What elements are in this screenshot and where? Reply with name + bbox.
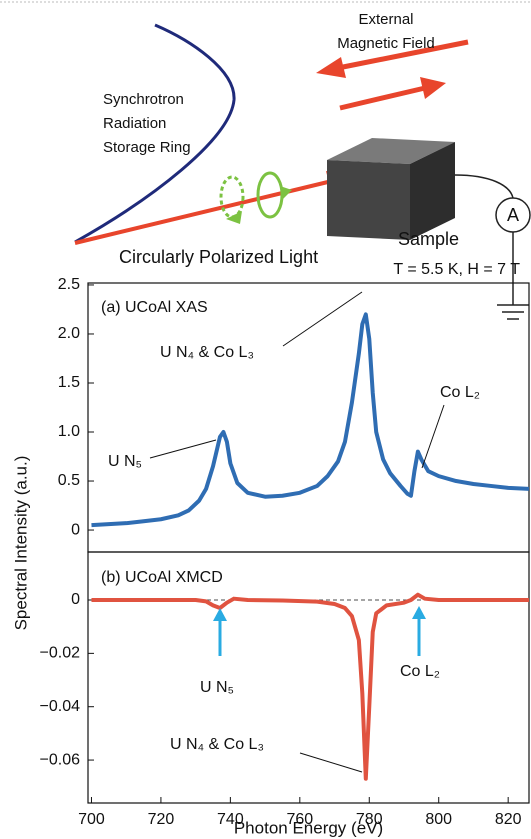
polarization — [219, 175, 245, 219]
field-arrow — [337, 39, 469, 71]
wire — [454, 174, 514, 199]
field-label: External — [358, 11, 413, 28]
sample-side — [410, 142, 455, 240]
annotation: Co L₂ — [400, 663, 440, 680]
leader-line — [282, 291, 363, 347]
data-line — [91, 592, 529, 781]
polarization-head — [280, 186, 292, 200]
y-tick-label: 1.5 — [58, 374, 80, 391]
annotation: Co L₂ — [440, 384, 480, 401]
y-tick-label: 0 — [71, 591, 80, 608]
field-arrow-head — [316, 57, 346, 78]
arrow-head — [412, 606, 426, 619]
y-tick-label: 2.5 — [58, 276, 80, 293]
data-line — [91, 312, 530, 528]
y-tick-label: 2.0 — [58, 325, 80, 342]
annotation: (a) UCoAl XAS — [101, 299, 208, 316]
x-tick-label: 780 — [356, 811, 383, 828]
annotation: U N₄ & Co L₃ — [170, 736, 264, 753]
annotation: U N₅ — [108, 453, 142, 470]
annotation: U N₄ & Co L₃ — [160, 344, 254, 361]
leader-line — [299, 752, 363, 773]
meter-label: A — [507, 205, 519, 225]
x-tick-label: 760 — [286, 811, 313, 828]
annotation: (b) UCoAl XMCD — [101, 569, 223, 586]
storage-ring — [74, 23, 236, 244]
y-tick-label: 0.5 — [58, 472, 80, 489]
arrow-head — [213, 608, 227, 621]
x-axis-label: Photon Energy (eV) — [234, 818, 383, 837]
y-tick-label: −0.06 — [40, 751, 81, 768]
sample-label: Sample — [398, 229, 459, 249]
ring-label: Radiation — [103, 115, 166, 132]
x-tick-label: 820 — [495, 811, 522, 828]
ring-label: Storage Ring — [103, 139, 191, 156]
x-tick-label: 700 — [78, 811, 105, 828]
subtitle: T = 5.5 K, H = 7 T — [393, 261, 520, 278]
field-arrow-head — [420, 77, 446, 99]
ring-label: Synchrotron — [103, 91, 184, 108]
y-axis-label: Spectral Intensity (a.u.) — [11, 456, 30, 631]
x-tick-label: 720 — [148, 811, 175, 828]
leader-line — [421, 404, 445, 469]
y-tick-label: −0.04 — [40, 698, 81, 715]
plot-frame — [87, 282, 530, 553]
polarization-head — [226, 211, 242, 224]
beam — [74, 179, 333, 245]
field-label: Magnetic Field — [337, 35, 435, 52]
y-tick-label: 0 — [71, 521, 80, 538]
x-tick-label: 740 — [217, 811, 244, 828]
plot-frame — [87, 551, 530, 804]
leader-line — [149, 439, 217, 459]
y-tick-label: −0.02 — [40, 645, 81, 662]
sample-front — [327, 160, 410, 240]
field-arrow — [339, 85, 426, 111]
sample-top — [327, 138, 455, 164]
y-tick-label: 1.0 — [58, 423, 80, 440]
x-tick-label: 800 — [425, 811, 452, 828]
annotation: U N₅ — [200, 679, 234, 696]
light-label: Circularly Polarized Light — [119, 247, 318, 267]
